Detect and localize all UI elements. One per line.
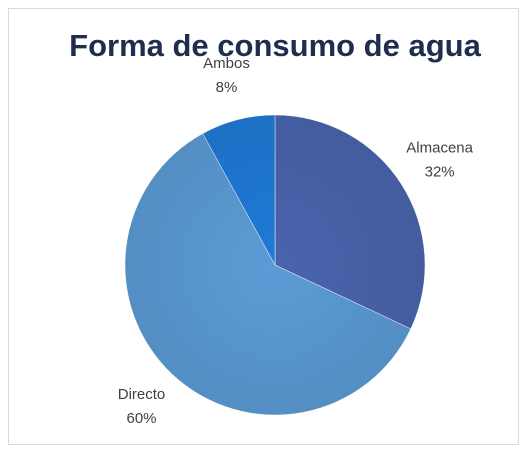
slice-label: Ambos (203, 55, 250, 72)
slice-value-label: 32% (425, 163, 455, 180)
slice-value-label: 8% (216, 79, 238, 96)
slice-label: Directo (118, 386, 166, 403)
slice-label: Almacena (406, 139, 473, 156)
chart-title: Forma de consumo de agua (69, 28, 481, 63)
pie (124, 114, 426, 416)
slice-value-label: 60% (126, 410, 156, 427)
